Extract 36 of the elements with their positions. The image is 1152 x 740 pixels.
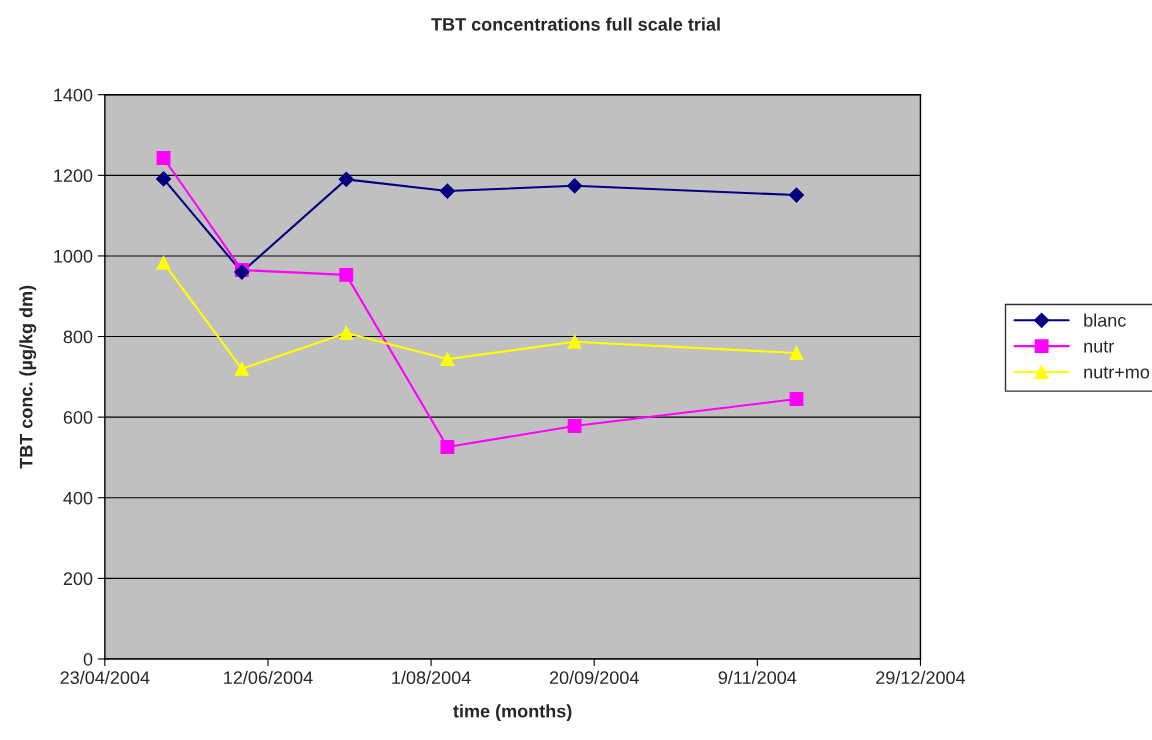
point — [156, 255, 171, 270]
point — [338, 171, 354, 187]
x-tick-label: 20/09/2004 — [549, 670, 639, 685]
point — [156, 151, 171, 165]
point — [339, 267, 354, 282]
legend-label: nutr+mo — [1084, 366, 1150, 379]
point — [439, 183, 455, 199]
x-tick-label: 9/11/2004 — [718, 670, 797, 685]
point — [155, 171, 172, 187]
point — [234, 361, 249, 376]
point — [339, 325, 354, 340]
x-axis-title: time (months) — [453, 704, 572, 722]
x-tick-label: 1/08/2004 — [392, 670, 471, 685]
point — [788, 187, 805, 203]
y-axis-title: TBT conc. (µg/kg dm) — [19, 285, 37, 469]
x-tick-label: 29/12/2004 — [876, 670, 966, 685]
point — [567, 419, 582, 433]
legend-label: blanc — [1084, 313, 1126, 327]
legend-label: nutr — [1084, 340, 1114, 353]
point — [440, 440, 455, 454]
x-tick-label: 23/04/2004 — [60, 670, 150, 685]
y-tick-label: 800 — [63, 330, 93, 344]
y-tick-label: 400 — [63, 491, 93, 505]
point — [789, 346, 804, 361]
point — [789, 392, 804, 406]
x-tick-label: 12/06/2004 — [224, 670, 313, 685]
point — [440, 352, 455, 367]
chart-title: TBT concentrations full scale trial — [431, 17, 720, 31]
y-tick-label: 1400 — [54, 88, 93, 102]
y-tick-label: 600 — [63, 411, 93, 424]
y-tick-label: 200 — [63, 572, 93, 586]
point — [567, 334, 582, 349]
point — [567, 178, 583, 194]
y-tick-label: 1200 — [54, 169, 93, 183]
y-tick-label: 0 — [83, 652, 93, 666]
y-tick-label: 1000 — [54, 249, 93, 263]
